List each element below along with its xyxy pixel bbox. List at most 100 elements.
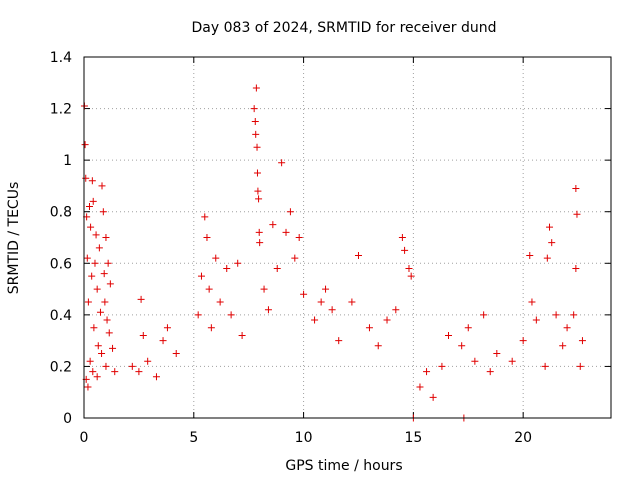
data-point <box>255 195 263 203</box>
data-point <box>493 350 501 358</box>
data-point <box>105 329 113 337</box>
data-point <box>559 342 567 350</box>
data-point <box>203 234 211 241</box>
data-point <box>84 298 92 306</box>
data-point <box>365 324 373 332</box>
data-point <box>322 285 330 293</box>
data-point <box>201 213 209 221</box>
y-tick-label: 0 <box>63 411 72 427</box>
data-point <box>429 393 437 401</box>
data-point <box>278 159 286 167</box>
data-point <box>519 337 527 345</box>
y-tick-label: 1.2 <box>50 102 72 118</box>
data-point <box>96 308 104 316</box>
y-tick-label: 1 <box>63 153 72 169</box>
data-point <box>89 368 97 376</box>
x-tick-label: 10 <box>295 430 313 446</box>
data-point <box>106 280 114 288</box>
data-point <box>95 244 103 252</box>
data-point <box>526 252 534 260</box>
data-point <box>374 342 382 350</box>
data-point <box>82 174 90 182</box>
data-point <box>205 285 213 293</box>
data-point <box>282 228 290 236</box>
data-point <box>251 117 259 125</box>
data-point <box>480 311 488 319</box>
data-point <box>300 290 308 298</box>
y-tick-label: 0.8 <box>50 205 72 221</box>
data-point <box>216 298 224 306</box>
data-point <box>152 373 160 381</box>
data-point <box>260 285 268 293</box>
data-point <box>254 187 262 195</box>
data-point <box>197 272 205 280</box>
y-tick-label: 1.4 <box>50 50 72 66</box>
data-point <box>486 368 494 376</box>
data-point <box>328 306 336 314</box>
data-point <box>234 259 242 267</box>
data-point <box>286 208 294 216</box>
data-point <box>103 316 111 324</box>
data-point <box>104 259 112 267</box>
data-point <box>89 197 97 205</box>
data-point <box>416 383 424 391</box>
data-point <box>264 306 272 314</box>
data-point <box>348 298 356 306</box>
data-point <box>172 350 180 358</box>
data-point <box>255 228 263 236</box>
x-tick-label: 20 <box>514 430 532 446</box>
data-point <box>100 270 108 278</box>
data-point <box>354 252 362 260</box>
grid-layer <box>84 57 611 418</box>
data-point <box>163 324 171 332</box>
data-point <box>98 350 106 358</box>
data-point <box>383 316 391 324</box>
y-axis-label: SRMTID / TECUs <box>6 182 22 295</box>
data-point <box>93 285 101 293</box>
data-point <box>572 185 580 193</box>
data-point <box>273 264 281 272</box>
data-point <box>541 362 549 370</box>
data-point <box>392 306 400 314</box>
data-point <box>137 295 145 303</box>
data-point <box>291 254 299 262</box>
data-point <box>578 337 586 345</box>
data-point <box>227 311 235 319</box>
data-point <box>252 130 260 138</box>
data-point <box>92 231 100 239</box>
y-tick-label: 0.4 <box>50 308 72 324</box>
data-point <box>99 208 107 216</box>
data-point <box>81 141 89 149</box>
y-tick-label: 0.6 <box>50 256 72 272</box>
data-point <box>398 234 406 241</box>
data-point <box>212 254 220 262</box>
data-point <box>86 357 94 365</box>
data-point <box>88 177 96 185</box>
data-point <box>532 316 540 324</box>
plot-frame <box>83 56 612 419</box>
data-point <box>552 311 560 319</box>
data-point <box>194 311 202 319</box>
data-points <box>80 84 586 422</box>
data-point <box>438 362 446 370</box>
data-point <box>85 203 93 211</box>
data-point <box>405 264 413 272</box>
data-point <box>109 344 117 352</box>
data-point <box>102 362 110 370</box>
data-point <box>83 254 91 262</box>
data-point <box>139 331 147 339</box>
x-axis-label: GPS time / hours <box>285 458 402 474</box>
x-tick-label: 0 <box>80 430 89 446</box>
data-point <box>84 383 92 391</box>
data-point <box>253 143 261 151</box>
data-point <box>407 272 415 280</box>
data-point <box>111 368 119 376</box>
data-point <box>252 84 260 92</box>
data-point <box>471 357 479 365</box>
data-point <box>528 298 536 306</box>
data-point <box>90 324 98 332</box>
data-point <box>101 298 109 306</box>
data-point <box>159 337 167 345</box>
